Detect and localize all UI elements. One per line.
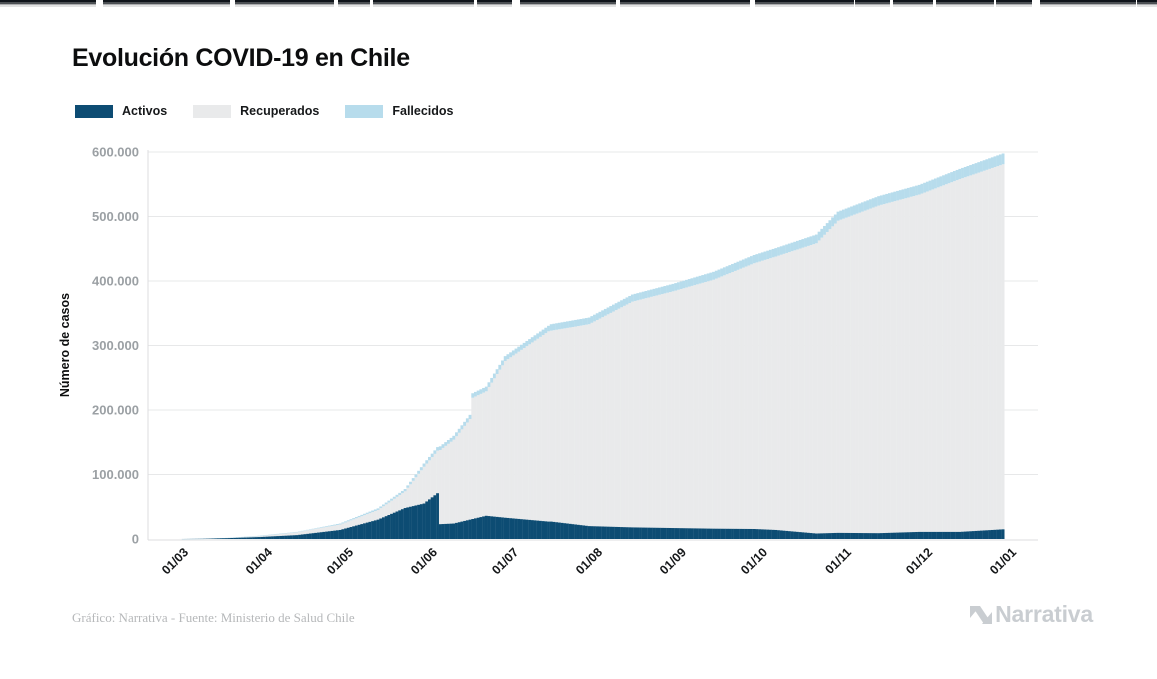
y-tick-label: 300.000: [92, 338, 139, 353]
x-tick-label: 01/01: [987, 545, 1019, 577]
series-recuperados: [182, 164, 1005, 539]
narrativa-icon: [967, 602, 993, 628]
footer-credit: Gráfico: Narrativa - Fuente: Ministerio …: [72, 610, 355, 626]
x-tick-label: 01/08: [573, 545, 605, 577]
x-tick-label: 01/03: [159, 545, 191, 577]
x-tick-label: 01/10: [738, 545, 770, 577]
x-tick-label: 01/05: [324, 545, 356, 577]
x-tick-label: 01/04: [243, 545, 275, 577]
brand-name: Narrativa: [995, 601, 1093, 628]
y-tick-label: 400.000: [92, 274, 139, 289]
x-tick-label: 01/09: [657, 545, 689, 577]
x-tick-label: 01/07: [489, 545, 521, 577]
y-tick-label: 0: [132, 532, 139, 547]
x-tick-label: 01/06: [408, 545, 440, 577]
y-tick-label: 500.000: [92, 209, 139, 224]
y-tick-label: 600.000: [92, 145, 139, 160]
brand-logo: Narrativa: [967, 601, 1093, 628]
y-tick-label: 100.000: [92, 467, 139, 482]
y-axis-title: Número de casos: [58, 293, 72, 397]
y-tick-label: 200.000: [92, 403, 139, 418]
x-tick-label: 01/12: [903, 545, 935, 577]
x-tick-label: 01/11: [823, 545, 855, 577]
